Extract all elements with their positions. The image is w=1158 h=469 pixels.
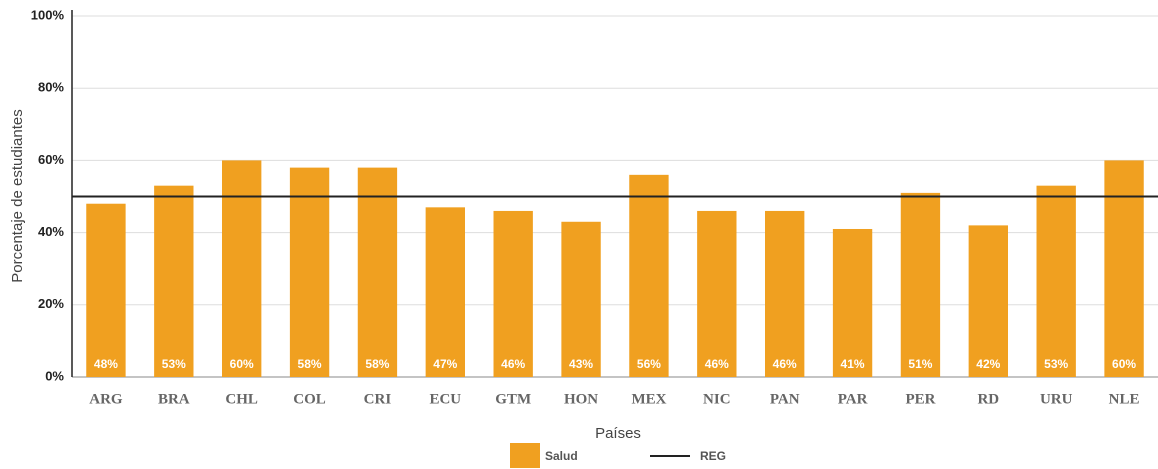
data-label: 41% bbox=[841, 357, 865, 371]
bar bbox=[289, 167, 330, 377]
data-label: 47% bbox=[433, 357, 457, 371]
x-tick-label: COL bbox=[293, 391, 326, 407]
data-label: 53% bbox=[162, 357, 186, 371]
x-tick-label: MEX bbox=[631, 391, 666, 407]
bar bbox=[154, 185, 194, 377]
data-label: 56% bbox=[637, 357, 661, 371]
bar bbox=[1036, 185, 1076, 377]
y-tick-label: 20% bbox=[38, 296, 64, 311]
x-tick-label: PAN bbox=[770, 391, 800, 407]
data-label: 46% bbox=[773, 357, 797, 371]
bar bbox=[493, 210, 533, 377]
legend-label: REG bbox=[700, 449, 726, 463]
legend-label: Salud bbox=[545, 449, 578, 463]
x-tick-label: RD bbox=[977, 391, 999, 407]
x-tick-label: PAR bbox=[838, 391, 868, 407]
data-label: 46% bbox=[705, 357, 729, 371]
data-label: 53% bbox=[1044, 357, 1068, 371]
y-tick-label: 40% bbox=[38, 224, 64, 239]
bar bbox=[86, 203, 126, 377]
x-tick-label: CRI bbox=[364, 391, 392, 407]
data-label: 58% bbox=[365, 357, 389, 371]
bar bbox=[900, 192, 941, 377]
x-tick-label: ARG bbox=[89, 391, 123, 407]
bar bbox=[1104, 160, 1144, 377]
bar bbox=[765, 210, 805, 377]
data-label: 60% bbox=[230, 357, 254, 371]
x-tick-label: BRA bbox=[158, 391, 190, 407]
data-label: 42% bbox=[976, 357, 1000, 371]
y-tick-label: 80% bbox=[38, 80, 64, 95]
bar bbox=[425, 207, 465, 377]
y-axis-label: Porcentaje de estudiantes bbox=[9, 109, 26, 282]
bar bbox=[357, 167, 398, 377]
legend-swatch bbox=[510, 443, 540, 468]
x-tick-label: GTM bbox=[495, 391, 531, 407]
bar bbox=[832, 228, 873, 377]
data-label: 43% bbox=[569, 357, 593, 371]
x-axis-label: Países bbox=[595, 425, 641, 442]
bar bbox=[222, 160, 262, 377]
data-label: 48% bbox=[94, 357, 118, 371]
x-tick-label: NLE bbox=[1109, 391, 1140, 407]
bar bbox=[968, 225, 1008, 377]
data-label: 60% bbox=[1112, 357, 1136, 371]
y-tick-label: 100% bbox=[31, 7, 65, 22]
x-tick-label: CHL bbox=[225, 391, 258, 407]
bar bbox=[561, 221, 601, 377]
x-tick-label: HON bbox=[564, 391, 598, 407]
y-tick-label: 0% bbox=[45, 368, 64, 383]
data-label: 46% bbox=[501, 357, 525, 371]
bar bbox=[697, 210, 737, 377]
bar bbox=[629, 174, 669, 377]
x-tick-label: ECU bbox=[429, 391, 461, 407]
data-label: 51% bbox=[908, 357, 932, 371]
y-tick-label: 60% bbox=[38, 152, 64, 167]
x-tick-label: URU bbox=[1040, 391, 1073, 407]
data-label: 58% bbox=[298, 357, 322, 371]
x-tick-label: PER bbox=[905, 391, 935, 407]
x-tick-label: NIC bbox=[703, 391, 731, 407]
